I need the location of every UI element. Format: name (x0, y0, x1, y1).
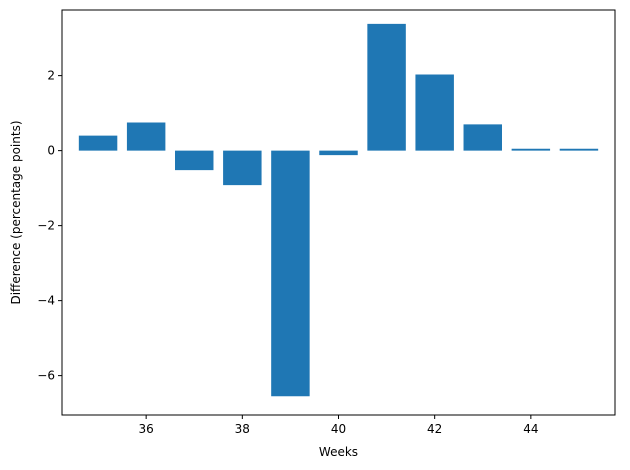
bar-week-41 (367, 23, 406, 151)
plot-frame (61, 9, 616, 416)
bars-group (78, 23, 599, 397)
bar-week-43 (463, 124, 502, 151)
x-tick-label: 36 (139, 422, 154, 436)
y-axis-label: Difference (percentage points) (9, 120, 23, 304)
bar-week-39 (271, 150, 310, 397)
x-tick-label: 42 (427, 422, 442, 436)
bar-week-45 (559, 148, 599, 151)
y-tick-label: 0 (47, 144, 55, 158)
x-axis-label: Weeks (319, 445, 358, 459)
bar-week-42 (415, 74, 454, 151)
bar-week-37 (175, 150, 214, 171)
y-tick-label: −2 (37, 219, 55, 233)
bar-week-44 (511, 148, 551, 151)
y-tick-label: −4 (37, 294, 55, 308)
y-axis-ticks: −6 −4 −2 0 2 (37, 69, 62, 383)
bar-week-40 (319, 150, 358, 156)
x-tick-label: 44 (523, 422, 538, 436)
x-tick-label: 38 (235, 422, 250, 436)
y-tick-label: −6 (37, 369, 55, 383)
y-tick-label: 2 (47, 69, 55, 83)
bar-week-36 (126, 122, 166, 151)
bar-week-35 (78, 135, 118, 151)
bar-week-38 (223, 150, 262, 186)
x-tick-label: 40 (331, 422, 346, 436)
x-axis-ticks: 36 38 40 42 44 (139, 415, 538, 436)
